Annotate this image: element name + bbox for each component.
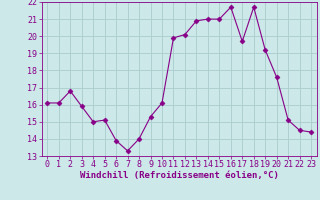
X-axis label: Windchill (Refroidissement éolien,°C): Windchill (Refroidissement éolien,°C) [80,171,279,180]
